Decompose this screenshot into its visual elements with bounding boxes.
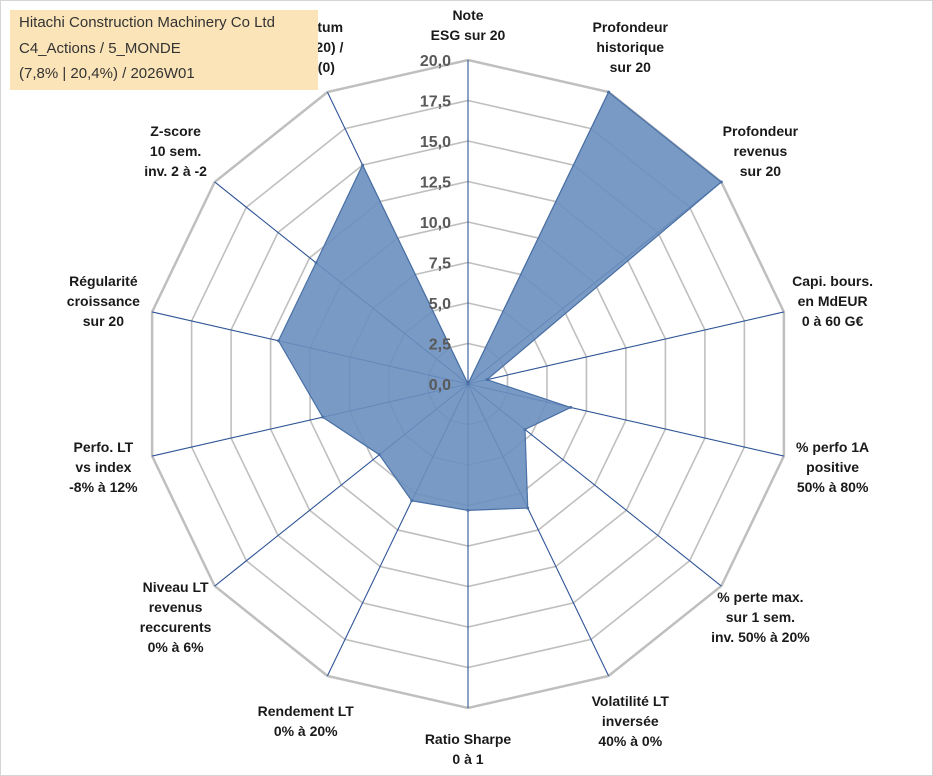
axis-label: Niveau LT revenus reccurents 0% à 6% (140, 579, 212, 655)
data-point (314, 261, 318, 265)
period-label: (7,8% | 20,4%) / 2026W01 (19, 65, 195, 82)
axis-label-line: Capi. bours. (792, 273, 873, 289)
axis-label-line: ESG sur 20 (431, 27, 506, 43)
axis-label: Note ESG sur 20 (431, 7, 506, 43)
data-point (361, 163, 365, 167)
tick-label: 17,5 (420, 94, 451, 111)
axis-label-line: vs index (75, 459, 131, 475)
axis-label-line: Profondeur (723, 123, 799, 139)
axis-label: % perfo 1A positive 50% à 80% (796, 439, 869, 495)
tick-label: 15,0 (420, 134, 451, 151)
axis-label-line: 10 sem. (150, 143, 201, 159)
axis-label: Z-score 10 sem. inv. 2 à -2 (144, 123, 207, 179)
data-point (569, 405, 573, 409)
axis-label: Volatilité LT inversée 40% à 0% (592, 693, 670, 749)
data-point (466, 382, 470, 386)
axis-label-line: revenus (149, 599, 203, 615)
portfolio-label: C4_Actions / 5_MONDE (19, 40, 181, 57)
axis-label: Ratio Sharpe 0 à 1 (425, 731, 512, 767)
axis-label-line: Volatilité LT (592, 693, 670, 709)
axis-label-line: Rendement LT (258, 703, 355, 719)
axis-label-line: Perfo. LT (74, 439, 134, 455)
tick-label: 7,5 (429, 256, 451, 273)
axis-label-line: inv. 50% à 20% (711, 629, 810, 645)
axis-label-line: 50% à 80% (797, 479, 869, 495)
axis-label-line: Profondeur (593, 19, 669, 35)
data-point (410, 499, 414, 503)
axis-label-line: inv. 2 à -2 (144, 163, 207, 179)
axis-label-line: Niveau LT (143, 579, 209, 595)
data-point (377, 453, 381, 457)
axis-label: Rendement LT 0% à 20% (258, 703, 355, 739)
tick-label: 10,0 (420, 215, 451, 232)
axis-label-line: 40% à 0% (598, 733, 662, 749)
axis-label: Profondeur revenus sur 20 (723, 123, 799, 179)
axis-label-line: 0 à 1 (452, 751, 483, 767)
axis-label: Profondeur historique sur 20 (593, 19, 669, 75)
tick-label: 20,0 (420, 53, 451, 70)
axis-label: Régularité croissance sur 20 (67, 273, 140, 329)
data-point (607, 90, 611, 94)
axis-label-line: 0 à 60 G€ (802, 313, 864, 329)
data-point (466, 508, 470, 512)
axis-label-line: sur 1 sem. (726, 609, 795, 625)
tick-label: 2,5 (429, 337, 451, 354)
tick-label: 12,5 (420, 175, 451, 192)
axis-spoke (467, 311, 784, 385)
data-point (719, 180, 723, 184)
axis-label: % perte max. sur 1 sem. inv. 50% à 20% (711, 589, 810, 645)
axis-label-line: 0% à 20% (274, 723, 338, 739)
data-point (276, 339, 280, 343)
data-point (321, 415, 325, 419)
axis-label-line: sur 20 (610, 59, 651, 75)
tick-label: 5,0 (429, 296, 451, 313)
axis-label: Capi. bours. en MdEUR 0 à 60 G€ (792, 273, 873, 329)
axis-label-line: Ratio Sharpe (425, 731, 512, 747)
tick-label: 0,0 (429, 377, 451, 394)
data-point (526, 506, 530, 510)
axis-label-line: positive (806, 459, 859, 475)
company-title: Hitachi Construction Machinery Co Ltd (19, 14, 275, 31)
axis-label-line: -8% à 12% (69, 479, 138, 495)
axis-label-line: Z-score (150, 123, 201, 139)
axis-label-line: Note (452, 7, 483, 23)
axis-label-line: Régularité (69, 273, 138, 289)
axis-label-line: inversée (602, 713, 659, 729)
header-box (10, 10, 318, 90)
axis-label: Perfo. LT vs index -8% à 12% (69, 439, 138, 495)
axis-label-line: en MdEUR (798, 293, 868, 309)
axis-label-line: croissance (67, 293, 140, 309)
axis-label-line: 0% à 6% (148, 639, 205, 655)
data-series-area (277, 91, 723, 511)
axis-label-line: reccurents (140, 619, 212, 635)
axis-label-line: % perte max. (717, 589, 803, 605)
axis-label-line: historique (596, 39, 664, 55)
axis-label-line: revenus (734, 143, 788, 159)
data-point (523, 427, 527, 431)
axis-label-line: sur 20 (83, 313, 124, 329)
axis-label-line: % perfo 1A (796, 439, 869, 455)
data-point (485, 378, 489, 382)
axis-label-line: sur 20 (740, 163, 781, 179)
